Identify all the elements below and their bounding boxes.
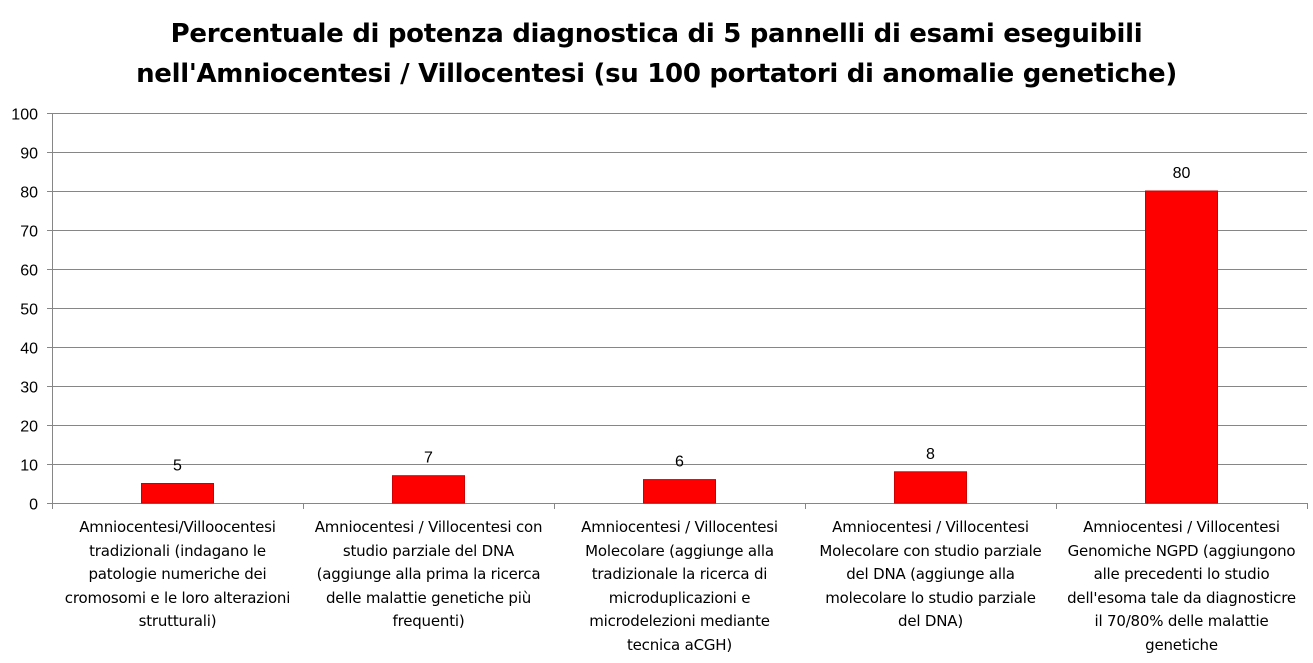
x-category-label-line: cromosomi e le loro alterazioni [64, 588, 291, 607]
y-tick-label: 90 [20, 146, 38, 163]
x-category-label-line: frequenti) [392, 612, 465, 631]
x-category-label-line: (aggiunge alla prima la ricerca [316, 565, 541, 584]
x-category-label-line: alle precedenti lo studio [1093, 565, 1270, 584]
x-category-label: Amniocentesi / Villocentesi Genomiche NGP… [1060, 516, 1304, 658]
data-label: 80 [1173, 165, 1191, 182]
x-category-label-line: tradizionali (indagano le [89, 541, 266, 560]
bar [392, 475, 465, 504]
x-category-label-line: Amniocentesi / Villocentesi [1083, 518, 1280, 536]
x-category-label-line: Genomiche NGPD (aggiungono [1067, 541, 1296, 560]
data-label: 6 [675, 454, 684, 471]
y-tick-label: 0 [29, 497, 38, 514]
bar [643, 479, 716, 504]
chart-title-line-1: Percentuale di potenza diagnostica di 5 … [170, 19, 1143, 49]
x-category-label-line: Amniocentesi / Villocentesi [832, 518, 1029, 536]
y-tick-label: 60 [20, 263, 38, 280]
data-label: 8 [926, 446, 935, 463]
axes [47, 113, 1308, 509]
y-axis-tick-labels: 0 10 20 30 40 50 60 70 80 90 100 [11, 107, 38, 514]
chart-title-line-2: nell'Amniocentesi / Villocentesi (su 100… [136, 59, 1177, 89]
gridlines [52, 113, 1307, 465]
chart-title: Percentuale di potenza diagnostica di 5 … [0, 14, 1313, 94]
x-category-label-line: Amniocentesi / Villocentesi con [314, 518, 543, 536]
y-tick-label: 70 [20, 224, 38, 241]
x-category-label-line: delle malattie genetiche più [325, 588, 532, 607]
x-category-label-line: microduplicazioni e [608, 588, 751, 607]
y-tick-label: 80 [20, 185, 38, 202]
bar [894, 471, 967, 504]
x-category-label-line: Amniocentesi / Villocentesi [581, 518, 778, 536]
x-category-label-line: genetiche [1145, 635, 1218, 654]
x-category-label-line: tradizionale la ricerca di [591, 565, 768, 584]
x-category-label: Amniocentesi / Villocentesi Molecolare (a… [558, 516, 802, 658]
bar [141, 483, 214, 504]
x-category-label-line: Molecolare (aggiunge alla [585, 541, 774, 560]
x-category-label-line: Amniocentesi/Villoocentesi [79, 518, 276, 536]
data-label: 7 [424, 450, 433, 467]
y-tick-label: 30 [20, 380, 38, 397]
y-tick-label: 100 [11, 107, 38, 124]
x-category-label: Amniocentesi / Villocentesi Molecolare co… [809, 516, 1053, 634]
y-tick-label: 20 [20, 419, 38, 436]
x-category-label-line: dell'esoma tale da diagnosticre [1067, 588, 1296, 607]
x-category-label-line: del DNA (aggiunge alla [846, 565, 1015, 584]
x-category-label-line: patologie numeriche dei [88, 565, 267, 584]
bar [1145, 190, 1218, 504]
data-label: 5 [173, 458, 182, 475]
x-category-label-line: tecnica aCGH) [626, 635, 733, 654]
x-category-label-line: microdelezioni mediante [589, 612, 770, 631]
x-category-label: Amniocentesi/Villoocentesi tradizionali (… [56, 516, 300, 634]
x-category-label-line: studio parziale del DNA [342, 541, 515, 560]
x-category-label-line: Molecolare con studio parziale [819, 541, 1042, 560]
x-category-label-line: molecolare lo studio parziale [825, 588, 1036, 607]
y-tick-label: 10 [20, 458, 38, 475]
x-category-label: Amniocentesi / Villocentesi con studio pa… [307, 516, 551, 634]
x-category-label-line: il 70/80% delle malattie [1094, 612, 1269, 631]
x-category-label-line: del DNA) [898, 612, 963, 631]
bars [141, 190, 1218, 504]
data-labels: 5 7 6 8 80 [173, 165, 1190, 475]
y-tick-label: 40 [20, 341, 38, 358]
x-category-label-line: strutturali) [138, 612, 217, 631]
y-tick-label: 50 [20, 302, 38, 319]
